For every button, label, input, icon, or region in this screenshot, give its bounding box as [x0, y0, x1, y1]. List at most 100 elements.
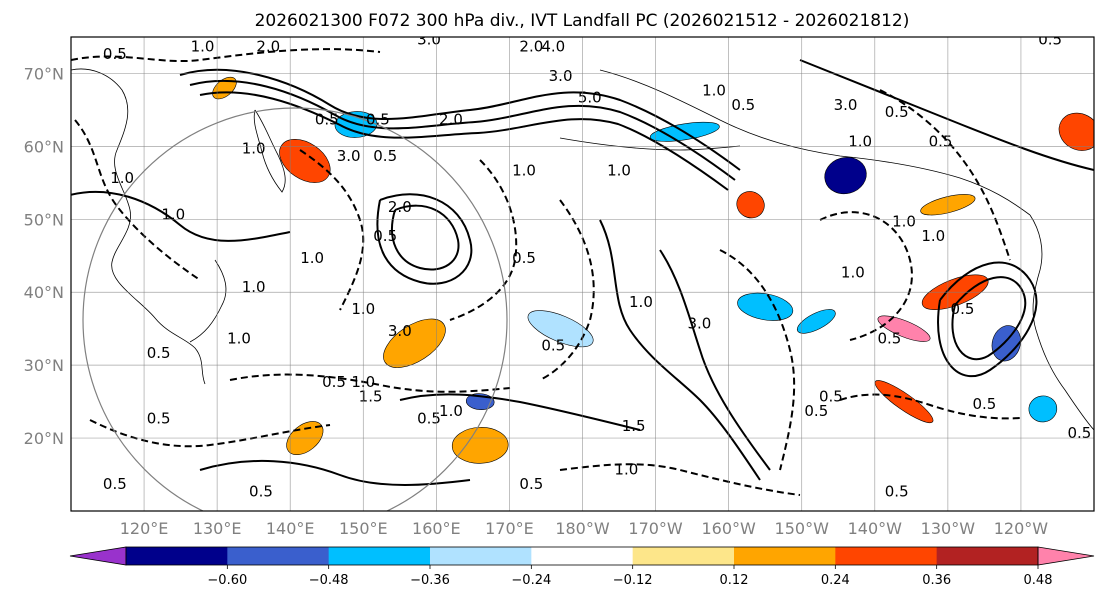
colorbar-tick-label: −0.12 — [613, 573, 653, 588]
contour-label: 0.5 — [541, 337, 565, 355]
colorbar-tick-label: 0.12 — [720, 573, 749, 588]
coastlines — [71, 68, 1094, 431]
latitude-labels: 70°N 60°N 50°N 40°N 30°N 20°N — [24, 64, 64, 448]
contour-label: 0.5 — [315, 111, 339, 129]
contour-label: 1.0 — [614, 461, 638, 479]
colorbar-segment — [126, 547, 228, 565]
ivt-contours-dashed — [71, 48, 1021, 496]
shaded-region — [877, 315, 931, 342]
contour-dashed — [449, 159, 518, 321]
contour-label: 0.5 — [366, 111, 390, 129]
lon-tick-label: 140°E — [266, 519, 315, 538]
colorbar-segment — [936, 547, 1039, 565]
contour-solid — [376, 193, 473, 285]
lon-tick-label: 150°E — [339, 519, 388, 538]
contour-label: 0.5 — [1067, 424, 1091, 442]
colorbar-tick-label: −0.60 — [207, 573, 247, 588]
shaded-region — [1058, 112, 1094, 151]
colorbar-tick-label: −0.24 — [511, 573, 551, 588]
colorbar-segment — [227, 547, 330, 565]
lon-tick-label: 170°E — [485, 519, 534, 538]
shaded-region — [1028, 395, 1058, 423]
contour-label: 0.5 — [885, 103, 909, 121]
contour-solid — [599, 219, 761, 481]
contour-label: 0.5 — [373, 147, 397, 165]
contour-dashed — [229, 373, 511, 393]
contour-dashed — [539, 199, 595, 381]
lon-tick-label: 120°E — [120, 519, 169, 538]
contour-label: 1.0 — [629, 293, 653, 311]
map-frame — [70, 36, 1095, 512]
contour-label: 1.0 — [512, 162, 536, 180]
lon-tick-label: 130°W — [921, 519, 976, 538]
contour-label: 3.0 — [549, 67, 573, 85]
contour-solid — [199, 91, 729, 191]
lon-tick-label: 180°W — [555, 519, 610, 538]
contour-label: 1.0 — [161, 205, 185, 223]
contour-label: 1.0 — [848, 132, 872, 150]
colorbar-tick-label: −0.48 — [309, 573, 349, 588]
contour-label: 1.0 — [191, 38, 215, 56]
contour-solid — [179, 68, 741, 171]
contour-label: 0.5 — [885, 482, 909, 500]
shaded-region — [527, 310, 594, 348]
coastline-kamchatka — [253, 109, 286, 193]
contour-label: 0.5 — [147, 409, 171, 427]
contour-label: 0.5 — [249, 482, 273, 500]
lon-tick-label: 150°W — [775, 519, 830, 538]
contour-solid — [659, 249, 771, 471]
colorbar-segment — [531, 547, 634, 565]
contour-label: 1.0 — [841, 264, 865, 282]
contour-dashed — [74, 119, 201, 281]
colorbar-tick-label: 0.24 — [821, 573, 850, 588]
lon-tick-label: 160°W — [701, 519, 756, 538]
contour-label: 0.5 — [972, 395, 996, 413]
colorbar-tick-label: −0.36 — [410, 573, 450, 588]
lat-tick-label: 50°N — [24, 210, 64, 229]
contour-solid — [71, 190, 291, 242]
lon-tick-label: 140°W — [848, 519, 903, 538]
contour-label: 0.5 — [1038, 30, 1062, 48]
shaded-region — [737, 292, 794, 321]
contour-label: 0.5 — [951, 300, 975, 318]
shaded-region — [824, 157, 867, 195]
coastline-asia — [71, 68, 206, 385]
contour-label: 5.0 — [578, 89, 602, 107]
contour-label: 0.5 — [512, 249, 536, 267]
contour-label: 0.5 — [103, 475, 127, 493]
colorbar: −0.60 −0.48 −0.36 −0.24 −0.12 0.12 0.24 0.36 0.4… — [69, 546, 1095, 588]
colorbar-tick-label: 0.36 — [922, 573, 951, 588]
landfall-region-circle — [82, 107, 508, 511]
lon-tick-label: 130°E — [193, 519, 242, 538]
contour-label: 0.5 — [322, 373, 346, 391]
shaded-region — [874, 380, 934, 424]
contour-dashed — [89, 419, 331, 448]
colorbar-segment — [632, 547, 735, 565]
colorbar-extend-max — [1037, 546, 1095, 566]
contour-dashed — [819, 211, 913, 341]
contour-label: 0.5 — [731, 96, 755, 114]
contour-label: 0.5 — [519, 475, 543, 493]
contour-label: 1.0 — [921, 227, 945, 245]
contour-label: 2.0 — [519, 38, 543, 56]
chart-title: 2026021300 F072 300 hPa div., IVT Landfa… — [255, 11, 910, 31]
lat-tick-label: 40°N — [24, 283, 64, 302]
contour-label: 0.5 — [877, 329, 901, 347]
coastline-japan — [189, 259, 227, 343]
lat-tick-label: 20°N — [24, 429, 64, 448]
lat-tick-label: 60°N — [24, 137, 64, 156]
shaded-divergence-layer — [212, 76, 1094, 464]
contour-label: 2.0 — [256, 38, 280, 56]
coastline-north-america — [1029, 214, 1094, 431]
contour-label: 0.5 — [147, 344, 171, 362]
contour-solid — [189, 79, 736, 181]
lon-tick-label: 120°W — [994, 519, 1049, 538]
contour-label: 0.5 — [819, 388, 843, 406]
contour-solid — [799, 59, 1094, 171]
contour-label: 1.5 — [622, 417, 646, 435]
contour-label: 1.0 — [300, 249, 324, 267]
contour-label: 1.5 — [359, 388, 383, 406]
coastline-aleutians — [559, 137, 741, 151]
gridlines — [71, 37, 1094, 511]
